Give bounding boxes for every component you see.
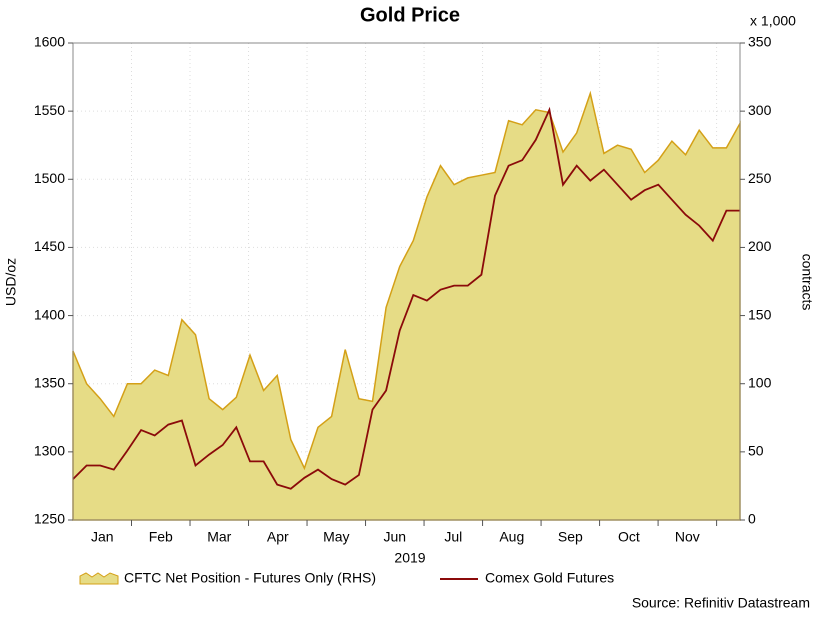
y-tick-label: 1550 — [34, 102, 65, 118]
y2-axis-label: contracts — [799, 254, 815, 311]
x-tick-label: Sep — [558, 529, 583, 545]
y2-tick-label: 150 — [748, 306, 772, 322]
x-tick-label: Apr — [267, 529, 289, 545]
legend-swatch-area — [79, 572, 119, 585]
y-tick-label: 1300 — [34, 443, 65, 459]
y2-tick-label: 250 — [748, 170, 772, 186]
y-tick-label: 1600 — [34, 34, 65, 50]
y2-tick-label: 350 — [748, 34, 772, 50]
y-tick-label: 1400 — [34, 306, 65, 322]
x-tick-label: May — [323, 529, 349, 545]
x-tick-label: Jul — [444, 529, 462, 545]
y-axis-label: USD/oz — [3, 258, 19, 306]
chart-title: Gold Price — [360, 4, 460, 26]
y2-tick-label: 300 — [748, 102, 772, 118]
x-tick-label: Jun — [384, 529, 407, 545]
area — [72, 90, 741, 521]
y2-tick-label: 50 — [748, 443, 764, 459]
x-tick-label: Oct — [618, 529, 640, 545]
y-tick-label: 1450 — [34, 238, 65, 254]
x-tick-label: Mar — [207, 529, 231, 545]
x-tick-label: Nov — [675, 529, 700, 545]
source: Source: Refinitiv Datastream — [632, 595, 810, 611]
y2-tick-label: 100 — [748, 374, 772, 390]
y2-unit: x 1,000 — [750, 13, 796, 29]
x-tick-label: Aug — [499, 529, 524, 545]
legend-label: Comex Gold Futures — [485, 570, 614, 586]
x-tick-label: Feb — [149, 529, 173, 545]
y-tick-label: 1250 — [34, 511, 65, 527]
plot-frame — [72, 42, 741, 521]
y-tick-label: 1350 — [34, 374, 65, 390]
legend-label: CFTC Net Position - Futures Only (RHS) — [124, 570, 376, 586]
y2-tick-label: 200 — [748, 238, 772, 254]
x-axis-label: 2019 — [394, 550, 425, 566]
y2-tick-label: 0 — [748, 511, 756, 527]
x-tick-label: Jan — [91, 529, 114, 545]
line — [72, 106, 740, 490]
y-tick-label: 1500 — [34, 170, 65, 186]
